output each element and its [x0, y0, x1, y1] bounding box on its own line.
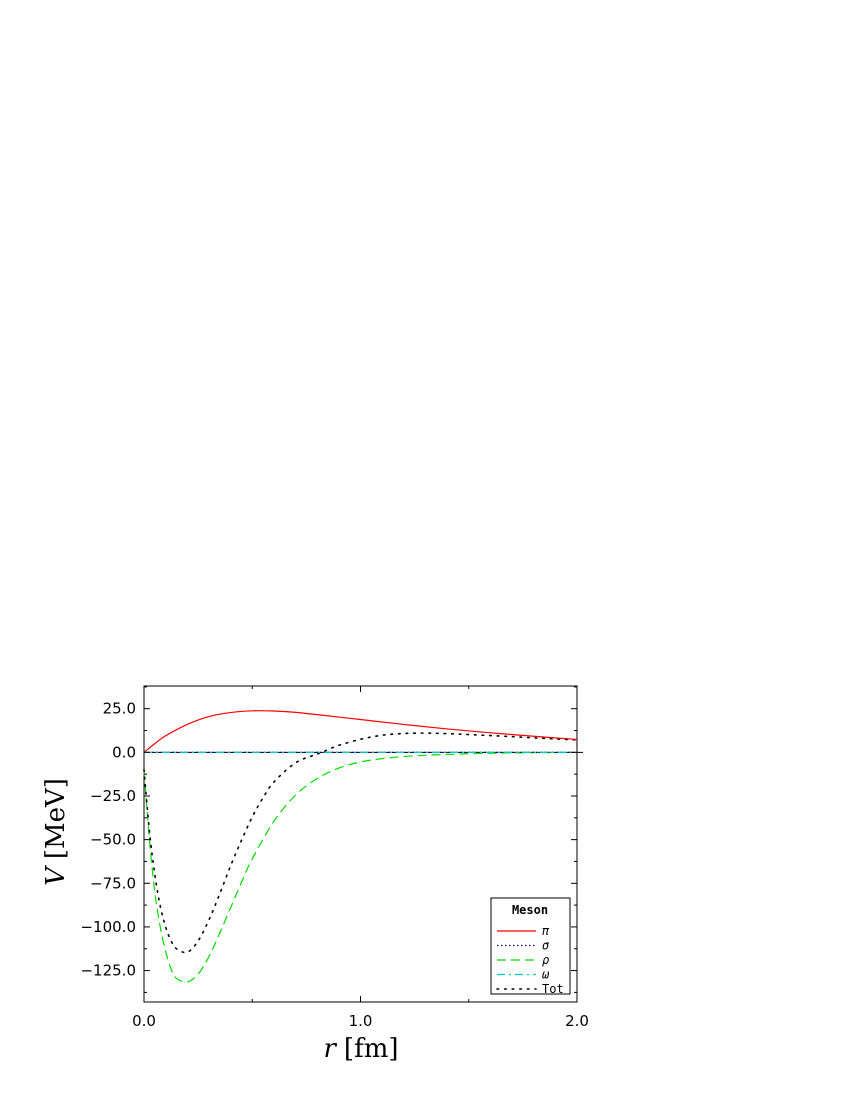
y-axis-var: V — [41, 865, 71, 886]
y-tick-label: −50.0 — [90, 831, 136, 849]
series-line-0 — [143, 710, 578, 753]
y-tick-label: −125.0 — [80, 962, 136, 980]
y-tick-label: −75.0 — [90, 874, 136, 892]
y-axis-unit: [MeV] — [41, 778, 71, 859]
x-tick-label: 1.0 — [349, 1012, 373, 1030]
series-line-2 — [143, 751, 578, 983]
legend-label-4: Tot — [542, 982, 564, 996]
x-axis-title: r [fm] — [323, 1034, 398, 1064]
y-axis-title: V [MeV] — [41, 778, 71, 886]
series-layer — [143, 710, 578, 983]
legend-label-2: ρ — [542, 953, 550, 967]
x-axis-unit: [fm] — [344, 1034, 399, 1064]
y-tick-label: −100.0 — [80, 918, 136, 936]
y-tick-label: −25.0 — [90, 787, 136, 805]
legend-label-1: σ — [542, 939, 550, 953]
legend-label-3: ω — [542, 968, 550, 982]
y-tick-label: 0.0 — [112, 743, 136, 761]
legend-title: Meson — [512, 903, 548, 917]
series-line-4 — [143, 732, 578, 954]
x-axis-var: r — [323, 1034, 337, 1064]
legend-label-0: π — [542, 924, 550, 938]
tick-labels: 0.0 1.0 2.0 25.0 0.0 −25.0 −50.0 −75.0 −100.0 −12… — [80, 700, 588, 1030]
x-tick-label: 2.0 — [565, 1012, 589, 1030]
y-tick-label: 25.0 — [103, 700, 136, 718]
ticks-layer — [143, 686, 578, 1002]
x-tick-label: 0.0 — [132, 1012, 156, 1030]
